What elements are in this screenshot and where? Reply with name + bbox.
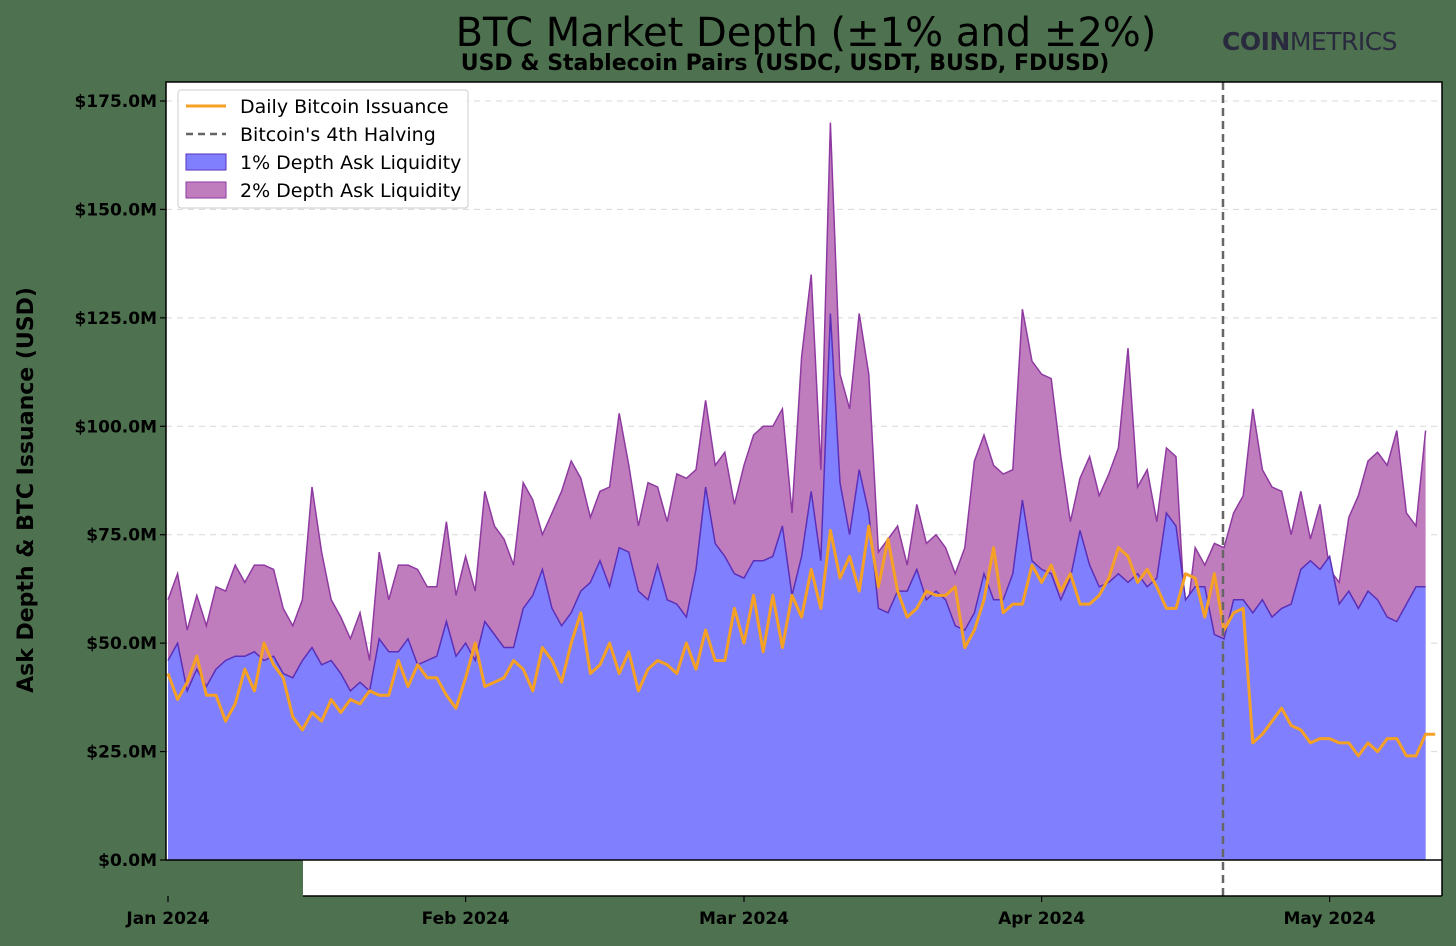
legend-label-depth-1pct: 1% Depth Ask Liquidity xyxy=(240,152,461,174)
y-tick-label: $25.0M xyxy=(86,743,157,763)
x-axis-ticks: Jan 2024 Feb 2024 Mar 2024 Apr 2024 May 2024 xyxy=(125,896,1376,929)
x-tick-label: Feb 2024 xyxy=(422,909,510,929)
y-tick-label: $150.0M xyxy=(74,200,157,220)
legend: Daily Bitcoin Issuance Bitcoin's 4th Hal… xyxy=(177,89,469,209)
y-tick-label: $125.0M xyxy=(74,309,157,329)
legend-box xyxy=(177,89,469,209)
chart-subtitle: USD & Stablecoin Pairs (USDC, USDT, BUSD… xyxy=(461,51,1110,76)
area-depth-2pct-edge xyxy=(167,122,1427,661)
legend-label-depth-2pct: 2% Depth Ask Liquidity xyxy=(240,180,461,202)
x-tick-label: Mar 2024 xyxy=(699,909,789,929)
y-tick-label: $0.0M xyxy=(98,851,157,871)
plot-border xyxy=(165,81,1443,861)
y-axis-ticks: $0.0M $25.0M $50.0M $75.0M $100.0M $125.0M $15… xyxy=(74,92,166,871)
legend-label-issuance: Daily Bitcoin Issuance xyxy=(240,96,449,118)
legend-label-halving: Bitcoin's 4th Halving xyxy=(240,124,436,146)
x-tick-label: Apr 2024 xyxy=(998,909,1085,929)
plot-background-lower xyxy=(303,860,1442,896)
y-tick-label: $175.0M xyxy=(74,92,157,112)
brand-logo-light: METRICS xyxy=(1290,27,1397,56)
area-depth-1pct xyxy=(168,313,1426,860)
chart-title: BTC Market Depth (±1% and ±2%) xyxy=(456,10,1157,56)
y-axis-label: Ask Depth & BTC Issuance (USD) xyxy=(14,287,39,693)
y-tick-label: $50.0M xyxy=(86,634,157,654)
x-tick-label: Jan 2024 xyxy=(125,909,209,929)
area-depth-1pct-edge xyxy=(167,313,1426,694)
y-tick-label: $100.0M xyxy=(74,417,157,437)
legend-swatch-depth-1pct xyxy=(185,153,227,171)
x-tick-label: May 2024 xyxy=(1284,909,1376,929)
brand-logo: COINMETRICS xyxy=(1222,27,1397,56)
legend-swatch-depth-2pct xyxy=(185,181,227,199)
brand-logo-bold: COIN xyxy=(1222,27,1290,56)
y-tick-label: $75.0M xyxy=(86,526,157,546)
